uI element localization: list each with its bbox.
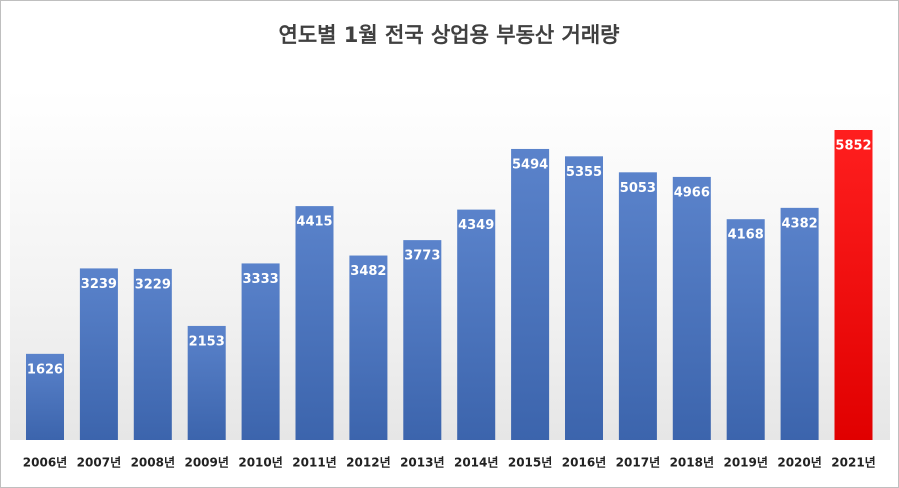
value-label: 3482	[350, 264, 386, 279]
value-label: 3239	[81, 277, 117, 292]
x-tick-label: 2009년	[184, 456, 228, 470]
bar-shade	[26, 353, 64, 440]
x-tick-label: 2021년	[831, 456, 875, 470]
x-tick-label: 2015년	[508, 456, 552, 470]
x-tick-label: 2017년	[616, 456, 660, 470]
bar-shade	[511, 148, 550, 440]
value-label: 4966	[674, 185, 710, 200]
x-tick-label: 2012년	[346, 456, 390, 470]
x-tick-label: 2011년	[292, 456, 336, 470]
bar-shade	[295, 206, 334, 440]
bar-shade	[618, 172, 657, 441]
x-tick-label: 2007년	[77, 456, 121, 470]
value-label: 4349	[458, 218, 494, 233]
bar-shade	[457, 209, 496, 440]
bar-shade	[133, 268, 172, 440]
value-label: 2153	[189, 334, 225, 349]
bar-shade	[187, 325, 226, 440]
bar-shade	[241, 263, 280, 440]
x-tick-label: 2018년	[670, 456, 714, 470]
x-tick-label: 2006년	[23, 456, 67, 470]
x-tick-label: 2010년	[238, 456, 282, 470]
bar-shade	[672, 176, 711, 440]
value-label: 5053	[620, 181, 656, 196]
x-tick-label: 2008년	[131, 456, 175, 470]
value-label: 4168	[728, 228, 764, 243]
value-label: 5494	[512, 157, 548, 172]
bar-shade	[403, 240, 442, 440]
bar-shade	[834, 130, 873, 440]
bar-shade	[726, 219, 765, 440]
bar-shade	[565, 156, 603, 440]
x-tick-label: 2013년	[400, 456, 444, 470]
x-tick-label: 2020년	[777, 456, 821, 470]
value-label: 3333	[243, 272, 279, 287]
bar-shade	[349, 255, 388, 440]
value-label: 3229	[135, 277, 171, 292]
bar-shade	[79, 268, 118, 440]
chart-title: 연도별 1월 전국 상업용 부동산 거래량	[279, 23, 620, 47]
x-tick-label: 2019년	[723, 456, 767, 470]
x-tick-label: 2014년	[454, 456, 498, 470]
value-label: 3773	[404, 249, 440, 264]
x-tick-label: 2016년	[562, 456, 606, 470]
value-label: 1626	[27, 362, 63, 377]
value-label: 5355	[566, 165, 602, 180]
value-label: 5852	[835, 139, 871, 154]
bar-shade	[780, 207, 819, 440]
value-label: 4415	[296, 215, 332, 230]
value-label: 4382	[782, 216, 818, 231]
